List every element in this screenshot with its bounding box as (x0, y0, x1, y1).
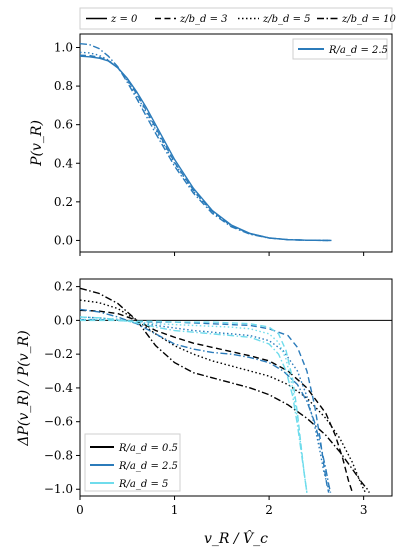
legend-entry-z3: z/b_d = 3 (155, 14, 228, 25)
series-line-1-2 (80, 287, 370, 493)
legend-entry-z10: z/b_d = 10 (317, 14, 397, 25)
y-tick-label: 0.0 (54, 313, 73, 327)
top-legend-frame (292, 38, 388, 60)
series-line-1-3 (80, 318, 330, 493)
y-tick-label: 0.4 (54, 156, 73, 170)
legend-entry-z5: z/b_d = 5 (238, 14, 311, 25)
legend-label-z3: z/b_d = 3 (179, 14, 228, 25)
series-line-0-3 (80, 42, 328, 242)
linestyle-legend-frame (79, 7, 393, 30)
top-panel: 0.0 0.2 0.4 0.6 0.8 1.0 P(v_R) R/a_d = 2.5 (29, 33, 393, 256)
y-tick-label: 0.2 (54, 195, 73, 209)
series-line-0-0 (80, 55, 332, 242)
series-line-0-2 (80, 51, 330, 242)
legend-entry-z0: z = 0 (86, 14, 138, 25)
bottom-legend-frame (84, 433, 181, 492)
legend-label-z0: z = 0 (110, 14, 138, 25)
series-line-1-1 (80, 299, 367, 493)
y-tick-label: −0.4 (44, 381, 74, 395)
top-y-axis-label: P(v_R) (29, 120, 45, 167)
series-line-0-1 (80, 54, 331, 242)
bottom-x-ticks: 0 1 2 3 (76, 496, 367, 517)
bottom-panel: −1.0 −0.8 −0.6 −0.4 −0.2 0.0 0.2 0 1 2 3 ΔP(v_R) … (16, 278, 393, 547)
y-tick-label: 0.6 (54, 118, 73, 132)
x-tick-label: 2 (265, 503, 273, 517)
y-tick-label: 1.0 (54, 41, 73, 55)
bottom-legend: R/a_d = 0.5 R/a_d = 2.5 R/a_d = 5 (84, 433, 181, 492)
top-x-ticks (79, 252, 365, 256)
top-legend-label: R/a_d = 2.5 (328, 45, 388, 56)
bottom-x-axis-label: v_R / V̂_c (204, 529, 268, 547)
legend-label-rad5: R/a_d = 5 (118, 479, 168, 490)
y-tick-label: −0.6 (44, 415, 73, 429)
top-series-group (80, 42, 332, 242)
x-tick-label: 1 (171, 503, 179, 517)
y-tick-label: 0.2 (54, 280, 73, 294)
legend-label-z10: z/b_d = 10 (341, 14, 397, 25)
bottom-y-axis-label: ΔP(v_R) / P(v_R) (16, 330, 32, 446)
series-line-1-6 (80, 319, 308, 493)
series-line-1-8 (80, 316, 308, 493)
y-tick-label: −0.8 (44, 448, 73, 462)
top-y-ticks: 0.0 0.2 0.4 0.6 0.8 1.0 (54, 41, 80, 247)
series-line-1-5 (80, 308, 332, 493)
bottom-series-group (80, 287, 370, 493)
y-tick-label: −1.0 (44, 482, 73, 496)
top-axes-frame (79, 33, 393, 253)
legend-label-z5: z/b_d = 5 (262, 14, 311, 25)
linestyle-legend: z = 0 z/b_d = 3 z/b_d = 5 z/b_d = 10 (79, 7, 397, 30)
y-tick-label: −0.2 (44, 347, 73, 361)
x-tick-label: 0 (76, 503, 84, 517)
legend-label-rad05: R/a_d = 0.5 (118, 443, 178, 454)
x-tick-label: 3 (360, 503, 368, 517)
legend-label-rad25: R/a_d = 2.5 (118, 461, 178, 472)
y-tick-label: 0.0 (54, 233, 73, 247)
top-legend: R/a_d = 2.5 (292, 38, 388, 60)
y-tick-label: 0.8 (54, 79, 73, 93)
bottom-y-ticks: −1.0 −0.8 −0.6 −0.4 −0.2 0.0 0.2 (44, 280, 80, 496)
